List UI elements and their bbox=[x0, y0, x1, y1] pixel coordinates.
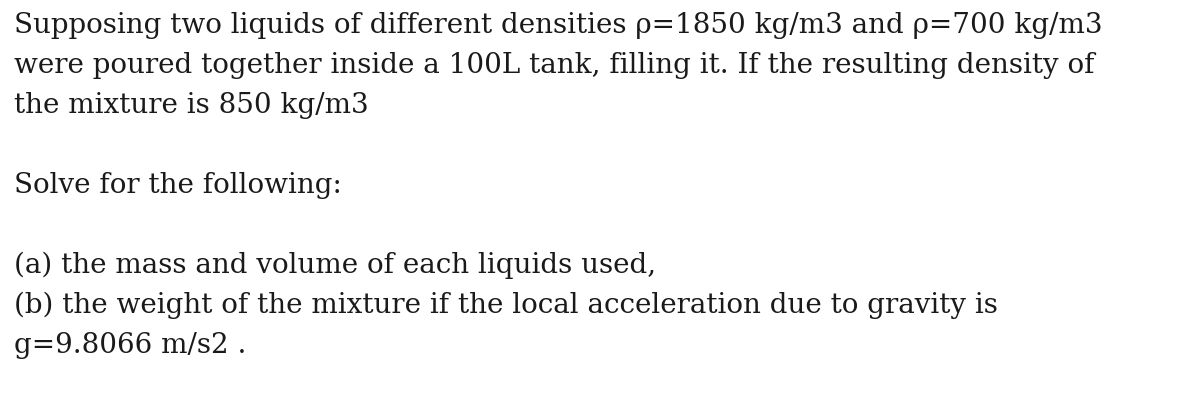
Text: (b) the weight of the mixture if the local acceleration due to gravity is: (b) the weight of the mixture if the loc… bbox=[14, 292, 998, 319]
Text: Solve for the following:: Solve for the following: bbox=[14, 172, 342, 199]
Text: Supposing two liquids of different densities ρ=1850 kg/m3 and ρ=700 kg/m3: Supposing two liquids of different densi… bbox=[14, 12, 1103, 39]
Text: g=9.8066 m/s2 .: g=9.8066 m/s2 . bbox=[14, 332, 246, 359]
Text: were poured together inside a 100L tank, filling it. If the resulting density of: were poured together inside a 100L tank,… bbox=[14, 52, 1094, 79]
Text: (a) the mass and volume of each liquids used,: (a) the mass and volume of each liquids … bbox=[14, 252, 656, 279]
Text: the mixture is 850 kg/m3: the mixture is 850 kg/m3 bbox=[14, 92, 368, 119]
